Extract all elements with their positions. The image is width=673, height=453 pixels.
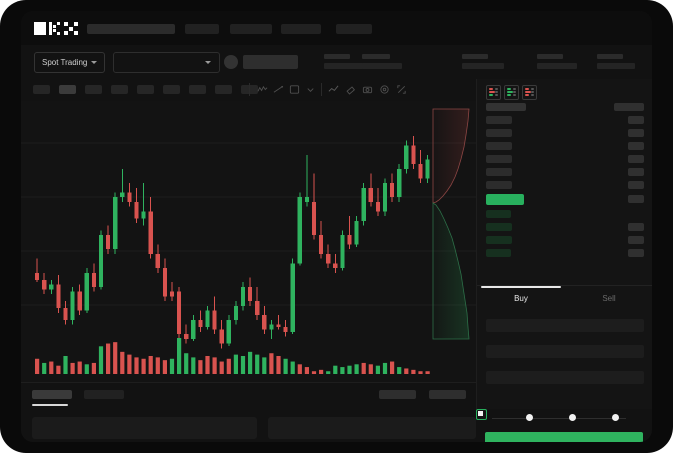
place-order-button[interactable] bbox=[485, 432, 643, 442]
trade-form-tabs: Buy Sell bbox=[477, 285, 652, 312]
orderbook-bid-row[interactable] bbox=[486, 249, 511, 257]
pair-selector[interactable] bbox=[113, 52, 220, 73]
nav-item-2[interactable] bbox=[185, 24, 219, 34]
candlestick-series bbox=[35, 135, 430, 349]
stat-24h-high bbox=[462, 54, 504, 69]
timeframe-1m[interactable] bbox=[33, 85, 50, 94]
bottom-panels bbox=[21, 409, 476, 442]
nav-item-4[interactable] bbox=[281, 24, 321, 34]
orderbook-ask-row[interactable] bbox=[486, 142, 512, 150]
trading-mode-selector[interactable]: Spot Trading bbox=[34, 52, 106, 73]
timeframe-1h[interactable] bbox=[137, 85, 154, 94]
tab-sell-label: Sell bbox=[602, 294, 616, 303]
stat-24h-change bbox=[362, 54, 402, 69]
top-navigation-bar bbox=[21, 11, 652, 45]
bottom-panel-left[interactable] bbox=[32, 417, 257, 439]
orderbook-column-header-price bbox=[486, 103, 526, 111]
settings-icon[interactable] bbox=[379, 84, 390, 95]
step-3[interactable] bbox=[569, 414, 576, 421]
orderbook-bid-size bbox=[628, 236, 644, 244]
step-4[interactable] bbox=[612, 414, 619, 421]
timeframe-5m[interactable] bbox=[59, 85, 76, 94]
orderbook-ask-row[interactable] bbox=[486, 155, 512, 163]
stat-24h-volume bbox=[597, 54, 635, 69]
chart-foot-btn-1[interactable] bbox=[379, 390, 416, 399]
trading-mode-label: Spot Trading bbox=[42, 58, 88, 67]
tab-sell[interactable]: Sell bbox=[565, 294, 652, 303]
line-chart-icon[interactable] bbox=[328, 84, 339, 95]
pair-avatar bbox=[224, 55, 238, 69]
step-1[interactable] bbox=[476, 409, 487, 420]
nav-item-5[interactable] bbox=[336, 24, 372, 34]
timeframe-30m[interactable] bbox=[111, 85, 128, 94]
indicator-icon[interactable] bbox=[257, 84, 268, 95]
order-steps-indicator bbox=[476, 409, 652, 429]
nav-item-1[interactable] bbox=[87, 24, 175, 34]
eraser-icon[interactable] bbox=[345, 84, 356, 95]
orderbook-ask-row[interactable] bbox=[486, 168, 512, 176]
order-price-field[interactable] bbox=[486, 319, 644, 332]
orderbook-mid-price[interactable] bbox=[486, 194, 524, 205]
orderbook-ask-size bbox=[628, 181, 644, 189]
camera-icon[interactable] bbox=[362, 84, 373, 95]
orderbook-ask-size bbox=[628, 155, 644, 163]
orderbook-view-both-icon[interactable] bbox=[486, 85, 501, 100]
step-2[interactable] bbox=[526, 414, 533, 421]
bottom-panel-right[interactable] bbox=[268, 417, 476, 439]
order-total-field[interactable] bbox=[486, 371, 644, 384]
timeframe-4h[interactable] bbox=[163, 85, 180, 94]
chart-foot-btn-2[interactable] bbox=[429, 390, 466, 399]
chevron-down-icon[interactable] bbox=[305, 84, 316, 95]
chart-tab-2[interactable] bbox=[84, 390, 124, 399]
stat-last-price bbox=[324, 54, 368, 69]
chevron-down-icon bbox=[91, 61, 98, 64]
timeframe-1d[interactable] bbox=[189, 85, 206, 94]
tab-buy-underline bbox=[481, 286, 561, 288]
timeframe-15m[interactable] bbox=[85, 85, 102, 94]
orderbook-bid-row[interactable] bbox=[486, 223, 512, 231]
order-book-panel: Buy Sell bbox=[476, 79, 652, 409]
orderbook-ask-row[interactable] bbox=[486, 129, 512, 137]
orderbook-ask-size bbox=[628, 129, 644, 137]
stat-24h-low bbox=[537, 54, 577, 69]
order-book-rows[interactable] bbox=[477, 103, 652, 283]
orderbook-ask-size bbox=[628, 116, 644, 124]
instrument-ticker-bar: Spot Trading bbox=[21, 45, 652, 80]
okx-logo[interactable] bbox=[34, 22, 78, 35]
orderbook-bid-row[interactable] bbox=[486, 210, 511, 218]
chevron-down-icon bbox=[205, 61, 211, 64]
pair-name-placeholder bbox=[243, 55, 298, 69]
volume-histogram bbox=[35, 338, 430, 374]
orderbook-ask-row[interactable] bbox=[486, 116, 512, 124]
chart-footer-tabs bbox=[21, 382, 476, 410]
chart-tab-active-underline bbox=[32, 404, 68, 406]
orderbook-bid-size bbox=[628, 249, 644, 257]
orderbook-bid-row[interactable] bbox=[486, 236, 512, 244]
orderbook-view-asks-icon[interactable] bbox=[522, 85, 537, 100]
tab-buy[interactable]: Buy bbox=[477, 294, 565, 303]
order-amount-field[interactable] bbox=[486, 345, 644, 358]
fullscreen-icon[interactable] bbox=[396, 84, 407, 95]
orderbook-ask-size bbox=[628, 142, 644, 150]
depth-overlay bbox=[432, 108, 470, 340]
orderbook-ask-size bbox=[628, 168, 644, 176]
toolbar-divider bbox=[249, 83, 250, 96]
price-chart[interactable] bbox=[21, 101, 476, 382]
text-tool-icon[interactable] bbox=[289, 84, 300, 95]
orderbook-bid-size bbox=[628, 223, 644, 231]
timeframe-1w[interactable] bbox=[215, 85, 232, 94]
orderbook-view-bids-icon[interactable] bbox=[504, 85, 519, 100]
nav-item-3[interactable] bbox=[230, 24, 272, 34]
chart-tab-active[interactable] bbox=[32, 390, 72, 399]
tab-buy-label: Buy bbox=[514, 294, 528, 303]
orderbook-mid-size bbox=[628, 195, 644, 203]
orderbook-column-header-size bbox=[614, 103, 644, 111]
trendline-icon[interactable] bbox=[273, 84, 284, 95]
app-screen: Spot Trading bbox=[21, 11, 652, 442]
toolbar-divider-2 bbox=[321, 83, 322, 96]
orderbook-ask-row[interactable] bbox=[486, 181, 512, 189]
stepper-track bbox=[492, 418, 626, 419]
